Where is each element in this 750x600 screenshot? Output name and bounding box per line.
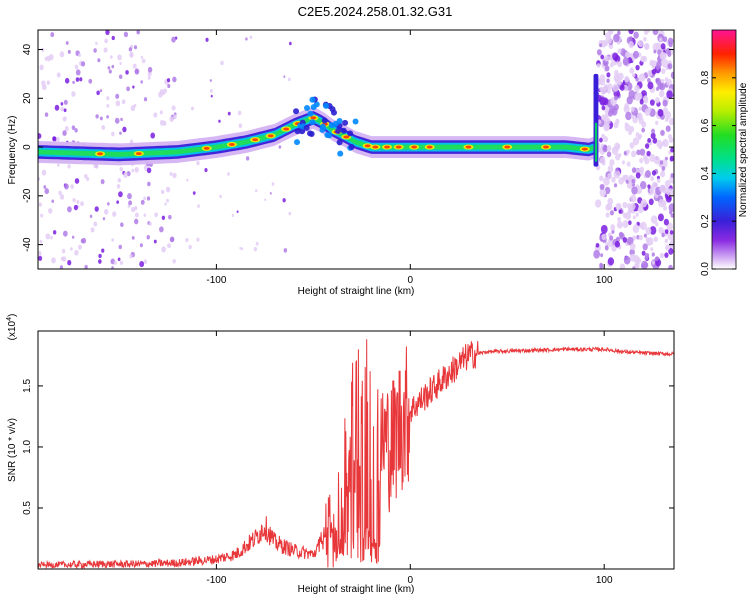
spectrogram-frame	[37, 29, 675, 270]
colorbar-label: Normalized spectral amplitude	[738, 82, 749, 217]
spectrogram-y-tick-label: -40	[22, 237, 33, 252]
snr-y-tick-label: 0.5	[22, 501, 33, 515]
snr-x-tick-label: 0	[408, 575, 414, 586]
colorbar-ticks: 0.0 0.2 0.4 0.6 0.8	[700, 70, 736, 276]
snr-x-tick-label: 100	[596, 575, 613, 586]
snr-y-axis-label: SNR (10 * v/v)	[7, 418, 18, 482]
spectrogram-y-tick-label: 20	[22, 92, 33, 104]
snr-panel: -100 0 100 0.5 1.0 1.5 Height of straight lin…	[6, 314, 675, 595]
colorbar-gradient	[711, 29, 737, 270]
spectrogram-image	[38, 30, 674, 269]
colorbar-tick-label: 0.8	[700, 70, 711, 84]
spectrogram-panel: -100 0 100 -40 -20 0 20 40 Height of straight l…	[7, 29, 675, 297]
spectrogram-y-tick-label: 0	[22, 144, 33, 150]
spectrogram-x-tick-label: 0	[408, 275, 414, 286]
spectrogram-y-axis-label: Frequency (Hz)	[7, 116, 18, 185]
snr-x-axis-label: Height of straight line (km)	[298, 584, 415, 595]
spectrogram-x-tick-label: -100	[206, 275, 226, 286]
snr-ticks: -100 0 100 0.5 1.0 1.5	[22, 331, 674, 586]
snr-y-tick-label: 1.5	[22, 379, 33, 393]
colorbar: 0.0 0.2 0.4 0.6 0.8 Normalized spectral ampl…	[700, 29, 749, 276]
snr-frame	[37, 330, 675, 570]
snr-y-tick-label: 1.0	[22, 440, 33, 454]
spectrogram-y-tick-label: -20	[22, 188, 33, 203]
figure-title: C2E5.2024.258.01.32.G31	[298, 4, 453, 19]
colorbar-tick-label: 0.6	[700, 118, 711, 132]
spectrogram-x-axis-label: Height of straight line (km)	[298, 286, 415, 297]
spectrogram-y-tick-label: 40	[22, 44, 33, 56]
colorbar-tick-label: 0.2	[700, 214, 711, 228]
colorbar-tick-label: 0.4	[700, 166, 711, 180]
snr-x-tick-label: -100	[206, 575, 226, 586]
spectrogram-x-tick-label: 100	[596, 275, 613, 286]
colorbar-tick-label: 0.0	[700, 262, 711, 276]
snr-series-line	[38, 339, 674, 569]
snr-scale-note: (x104)	[6, 314, 18, 341]
spectrogram-ticks: -100 0 100 -40 -20 0 20 40	[22, 30, 674, 286]
